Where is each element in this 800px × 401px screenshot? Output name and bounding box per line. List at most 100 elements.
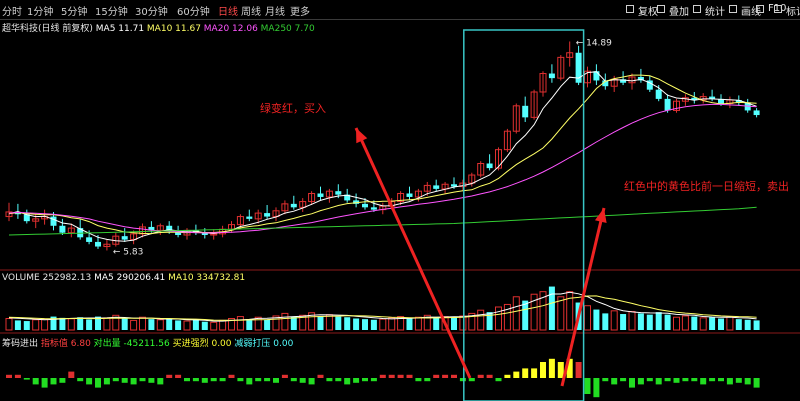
- volume-bar-32: [290, 316, 297, 330]
- volume-bar-72: [646, 314, 653, 330]
- candle-body-82: [735, 100, 742, 103]
- volume-bar-54: [486, 312, 493, 330]
- chip-bar-58: [522, 368, 529, 378]
- volume-bar-7: [67, 318, 75, 331]
- sell-arrow-shaft: [560, 207, 606, 387]
- chip-bar-7: [68, 371, 75, 378]
- volume-bar-82: [735, 319, 742, 330]
- volume-bar-65: [584, 305, 591, 331]
- highlight-box: [463, 29, 585, 401]
- candle-body-65: [584, 70, 591, 84]
- candle-body-67: [602, 80, 609, 87]
- volume-bar-63: [566, 291, 574, 331]
- tab-7[interactable]: 周线: [241, 7, 261, 18]
- volume-bar-20: [183, 320, 191, 331]
- chip-bar-45: [406, 374, 413, 378]
- tab-5[interactable]: 60分钟: [177, 7, 210, 18]
- chip-bar-13: [121, 378, 128, 383]
- tab-1[interactable]: 1分钟: [27, 7, 54, 18]
- chip-bar-9: [86, 378, 93, 385]
- chip-bar-29: [264, 378, 271, 382]
- chip-info-bar: 筹码进出 指标值 6.80 对出量 -45211.56 买进强烈 0.00 减弱…: [2, 336, 293, 349]
- tool-button-5[interactable]: 标记: [786, 7, 800, 18]
- candle-body-39: [353, 200, 360, 204]
- volume-bar-6: [59, 317, 66, 330]
- tool-button-2[interactable]: 统计: [705, 7, 725, 18]
- chip-bar-27: [246, 378, 253, 385]
- candle-body-58: [522, 105, 529, 118]
- volume-info-bar: VOLUME 252982.13 MA5 290206.41 MA10 3347…: [2, 273, 245, 283]
- chip-bar-57: [513, 371, 520, 378]
- candle-body-84: [753, 110, 760, 116]
- volume-bar-45: [406, 318, 413, 330]
- chip-bar-31: [281, 374, 288, 378]
- candle-body-66: [593, 71, 600, 81]
- chip-bar-37: [335, 378, 342, 382]
- chip-bar-68: [611, 378, 618, 385]
- tab-8[interactable]: 月线: [265, 7, 285, 18]
- tool-button-4[interactable]: F10: [768, 3, 787, 14]
- candle-body-68: [610, 78, 618, 87]
- volume-bar-37: [335, 316, 342, 330]
- volume-bar-77: [691, 316, 698, 330]
- tab-6[interactable]: 日线: [218, 7, 238, 18]
- tool-icon-1: [657, 5, 665, 13]
- main-info-bar: 超华科技(日线 前复权) MA5 11.71 MA10 11.67 MA20 1…: [2, 21, 315, 34]
- tool-icon-4: [756, 5, 764, 13]
- candle-body-46: [414, 190, 422, 198]
- ma-line-ma10: [8, 74, 757, 235]
- tab-3[interactable]: 15分钟: [95, 7, 128, 18]
- chip-bar-0: [6, 374, 12, 378]
- volume-bar-76: [681, 315, 689, 331]
- tab-2[interactable]: 5分钟: [61, 7, 88, 18]
- candle-body-80: [718, 98, 724, 104]
- chip-bar-22: [201, 378, 208, 383]
- candle-body-54: [486, 163, 493, 169]
- chip-bar-83: [744, 378, 751, 385]
- chip-bar-74: [664, 378, 671, 382]
- volume-bar-35: [317, 315, 324, 330]
- tool-icon-0: [626, 5, 634, 13]
- chip-bar-66: [593, 378, 600, 398]
- candle-body-18: [166, 225, 173, 232]
- chip-bar-48: [433, 374, 440, 378]
- candle-body-72: [646, 80, 653, 90]
- volume-bar-60: [539, 291, 547, 331]
- candle-body-19: [175, 231, 182, 236]
- volume-bar-44: [397, 316, 405, 331]
- tool-button-0[interactable]: 复权: [638, 7, 658, 18]
- volume-bar-4: [41, 318, 49, 331]
- chip-bar-47: [424, 378, 431, 382]
- volume-bar-19: [175, 320, 182, 330]
- tab-0[interactable]: 分时: [2, 7, 22, 18]
- volume-bar-29: [264, 319, 271, 330]
- volume-bar-41: [370, 319, 377, 330]
- volume-bar-70: [628, 310, 636, 331]
- volume-bar-21: [192, 319, 199, 330]
- tab-9[interactable]: 更多: [290, 7, 310, 18]
- candle-body-9: [86, 237, 93, 242]
- low-price-label: ← 5.83: [113, 247, 143, 257]
- candle-body-50: [451, 184, 457, 187]
- chip-bar-15: [139, 378, 146, 382]
- ma-line-ma5: [8, 71, 757, 242]
- chip-bar-19: [175, 374, 182, 378]
- volume-bar-68: [610, 310, 618, 331]
- candle-body-36: [325, 190, 333, 198]
- volume-bar-0: [5, 318, 13, 331]
- tab-4[interactable]: 30分钟: [135, 7, 168, 18]
- candle-body-71: [637, 76, 644, 81]
- volume-bar-62: [557, 296, 565, 331]
- chip-bar-64: [575, 362, 582, 378]
- chip-bar-46: [415, 378, 422, 382]
- chip-bar-59: [531, 368, 538, 378]
- candle-body-41: [370, 207, 377, 210]
- volume-bar-53: [477, 309, 485, 331]
- tool-button-3[interactable]: 画线: [741, 7, 761, 18]
- tool-button-1[interactable]: 叠加: [669, 7, 689, 18]
- candle-body-73: [655, 89, 662, 99]
- volume-bar-69: [620, 314, 627, 330]
- candle-body-13: [121, 236, 128, 240]
- ma250-value: MA250 7.70: [260, 24, 315, 34]
- chip-bar-14: [130, 378, 137, 385]
